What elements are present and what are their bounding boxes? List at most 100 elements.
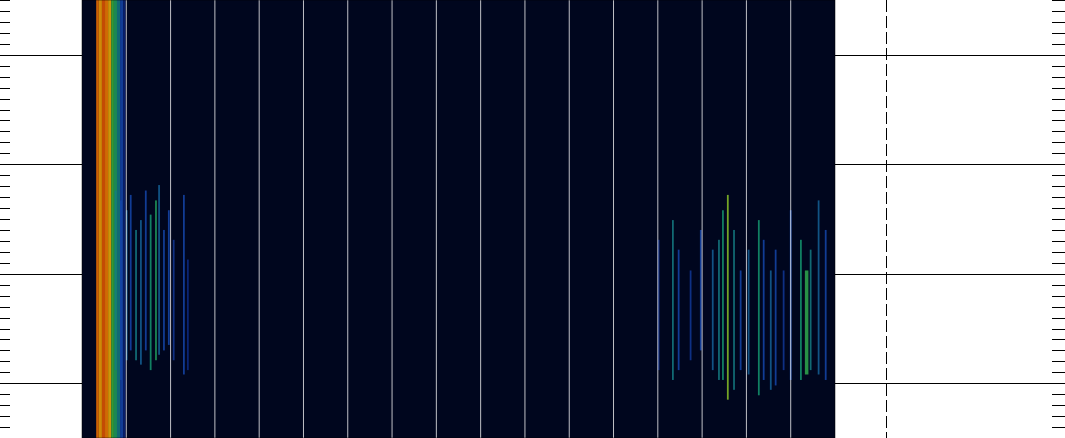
minor-tick: [1052, 405, 1065, 406]
grid-line: [392, 0, 393, 438]
minor-tick: [1052, 164, 1065, 165]
streak: [770, 270, 772, 389]
minor-tick: [0, 219, 10, 220]
minor-tick: [1052, 318, 1065, 319]
minor-tick: [1052, 197, 1065, 198]
minor-tick: [1052, 230, 1065, 231]
streak: [805, 270, 809, 374]
streak: [117, 0, 120, 438]
y-tick-line: [0, 383, 82, 384]
streak: [763, 240, 765, 380]
streak: [690, 270, 692, 360]
minor-tick: [1052, 307, 1065, 308]
streak: [173, 240, 175, 360]
streak: [158, 185, 160, 355]
minor-tick: [0, 285, 10, 286]
minor-tick: [0, 164, 10, 165]
minor-tick: [0, 44, 10, 45]
streak: [718, 240, 720, 380]
minor-tick: [0, 383, 10, 384]
plot-background: [82, 0, 835, 438]
minor-tick: [0, 88, 10, 89]
minor-tick: [1052, 263, 1065, 264]
grid-line: [480, 0, 481, 438]
minor-tick: [0, 197, 10, 198]
minor-tick: [1052, 55, 1065, 56]
grid-line: [170, 0, 171, 438]
y-tick-line: [0, 55, 82, 56]
grid-line: [214, 0, 215, 438]
streak: [163, 230, 165, 350]
minor-tick: [0, 99, 10, 100]
y-tick-line: [835, 274, 1065, 275]
grid-line: [303, 0, 304, 438]
minor-tick: [0, 372, 10, 373]
minor-tick: [1052, 329, 1065, 330]
minor-tick: [1052, 383, 1065, 384]
streak: [99, 0, 102, 438]
minor-tick: [0, 307, 10, 308]
heatmap: [96, 0, 826, 438]
streak: [120, 0, 123, 438]
minor-tick: [1052, 175, 1065, 176]
grid-line: [657, 0, 658, 438]
streak: [155, 200, 157, 360]
minor-tick: [1052, 33, 1065, 34]
panel-divider: [886, 0, 887, 438]
streak: [105, 0, 108, 438]
minor-tick: [0, 0, 10, 1]
streak: [712, 250, 714, 370]
minor-tick: [0, 252, 10, 253]
streak: [123, 0, 125, 438]
minor-tick: [0, 318, 10, 319]
minor-tick: [0, 186, 10, 187]
minor-tick: [1052, 241, 1065, 242]
minor-tick: [0, 405, 10, 406]
minor-tick: [0, 208, 10, 209]
streak: [183, 195, 185, 375]
streak: [818, 200, 820, 374]
minor-tick: [1052, 99, 1065, 100]
minor-tick: [0, 296, 10, 297]
minor-tick: [0, 350, 10, 351]
minor-tick: [1052, 110, 1065, 111]
minor-tick: [0, 416, 10, 417]
minor-tick: [1052, 208, 1065, 209]
streak: [187, 260, 189, 371]
minor-tick: [1052, 361, 1065, 362]
minor-tick: [0, 11, 10, 12]
streak: [700, 230, 702, 350]
minor-tick: [1052, 88, 1065, 89]
streak: [135, 230, 137, 360]
minor-tick: [0, 241, 10, 242]
minor-tick: [1052, 22, 1065, 23]
minor-tick: [1052, 427, 1065, 428]
minor-tick: [1052, 131, 1065, 132]
minor-tick: [1052, 186, 1065, 187]
minor-tick: [0, 427, 10, 428]
grid-line: [569, 0, 570, 438]
y-tick-line: [835, 383, 1065, 384]
minor-tick: [1052, 394, 1065, 395]
minor-tick: [0, 142, 10, 143]
streak: [672, 220, 674, 380]
streak: [120, 200, 122, 380]
minor-tick: [1052, 252, 1065, 253]
grid-line: [259, 0, 260, 438]
grid-line: [524, 0, 525, 438]
streak: [108, 0, 111, 438]
minor-tick: [1052, 296, 1065, 297]
streak: [722, 210, 724, 380]
minor-tick: [0, 22, 10, 23]
minor-tick: [1052, 77, 1065, 78]
minor-tick: [1052, 44, 1065, 45]
minor-tick: [0, 394, 10, 395]
minor-tick: [0, 77, 10, 78]
streak: [758, 220, 760, 395]
minor-tick: [0, 120, 10, 121]
grid-line: [790, 0, 791, 438]
streak: [150, 215, 152, 370]
streak: [783, 270, 785, 370]
y-tick-line: [0, 274, 82, 275]
y-tick-line: [835, 164, 1065, 165]
